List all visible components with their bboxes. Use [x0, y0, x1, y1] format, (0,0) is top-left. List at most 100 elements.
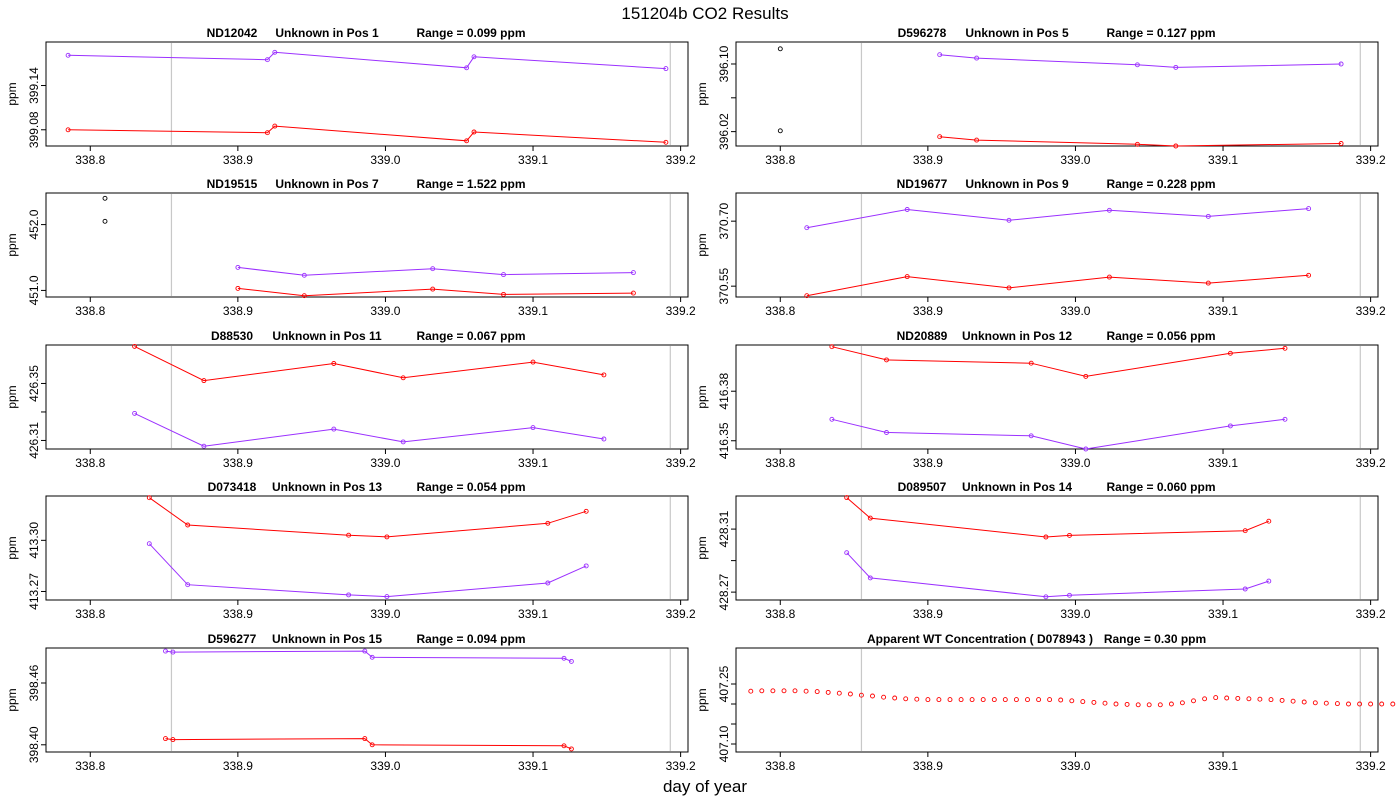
- panel-title-id: D596278: [898, 26, 947, 40]
- data-point-wt: [914, 696, 920, 702]
- data-point-wt: [1290, 698, 1296, 704]
- data-point-wt: [991, 697, 997, 703]
- x-tick-label: 339.2: [666, 153, 696, 167]
- x-tick-label: 339.2: [1356, 759, 1386, 773]
- data-point-upper: [904, 207, 910, 212]
- y-tick-label: 399.08: [27, 111, 41, 148]
- series-line-upper: [148, 543, 587, 598]
- data-point-calibration: [777, 128, 783, 134]
- data-point-lower: [1173, 143, 1179, 149]
- panel-8: D089507 Unknown in Pos 14 Range = 0.060 pp…: [695, 480, 1386, 621]
- data-point-wt: [1357, 701, 1363, 707]
- y-axis-label: ppm: [695, 82, 709, 105]
- data-point-wt: [814, 689, 820, 695]
- data-point-wt: [958, 697, 964, 703]
- y-axis-label: ppm: [5, 82, 19, 105]
- panel-10: Apparent WT Concentration ( D078943 ) Ran…: [695, 632, 1396, 773]
- panel-5: D88530 Unknown in Pos 11 Range = 0.067 ppm…: [5, 329, 696, 470]
- data-point-wt: [1069, 698, 1075, 704]
- panel-7: D073418 Unknown in Pos 13 Range = 0.054 pp…: [5, 480, 696, 621]
- data-point-wt: [1379, 701, 1385, 707]
- data-point-wt: [1213, 695, 1219, 701]
- data-point-lower: [369, 742, 375, 748]
- data-point-lower: [561, 743, 567, 749]
- y-axis-label: ppm: [695, 233, 709, 256]
- panel-9: D596277 Unknown in Pos 15 Range = 0.094 pp…: [5, 632, 696, 773]
- data-point-upper: [1134, 62, 1140, 68]
- data-point-upper: [1266, 578, 1272, 584]
- series-line-upper: [939, 54, 1342, 68]
- data-point-wt: [1323, 700, 1329, 706]
- y-tick-label: 398.40: [27, 726, 41, 763]
- data-point-lower: [301, 293, 307, 299]
- y-tick-label: 452.0: [27, 209, 41, 239]
- x-tick-label: 339.0: [1060, 607, 1090, 621]
- panel-title-position: Unknown in Pos 9: [965, 177, 1069, 191]
- data-point-calibration: [102, 218, 108, 224]
- data-point-upper: [400, 439, 406, 445]
- panel-frame: [735, 647, 1379, 753]
- y-tick-label: 407.10: [717, 725, 731, 762]
- data-point-upper: [804, 225, 810, 231]
- x-tick-label: 339.0: [370, 607, 400, 621]
- y-tick-label: 399.14: [27, 67, 41, 104]
- x-tick-label: 338.8: [765, 759, 795, 773]
- series-line-upper: [846, 552, 1269, 598]
- data-point-wt: [1301, 699, 1307, 705]
- data-point-lower: [1338, 141, 1344, 146]
- data-point-wt: [1047, 697, 1053, 703]
- data-point-lower: [1106, 274, 1112, 280]
- data-point-lower: [464, 138, 470, 144]
- x-tick-label: 339.1: [1208, 759, 1238, 773]
- panel-frame: [735, 192, 1379, 298]
- x-tick-label: 338.8: [765, 304, 795, 318]
- data-point-lower: [663, 139, 669, 145]
- series-line-upper: [831, 418, 1286, 450]
- data-point-lower: [601, 372, 607, 378]
- data-point-upper: [601, 436, 607, 442]
- data-point-wt: [881, 694, 887, 700]
- data-point-wt: [1025, 697, 1030, 703]
- data-point-wt: [836, 690, 842, 696]
- data-point-lower: [201, 378, 207, 384]
- x-tick-label: 338.9: [913, 607, 943, 621]
- data-point-lower: [65, 127, 71, 133]
- data-point-lower: [1028, 360, 1034, 366]
- data-point-lower: [430, 286, 436, 292]
- panel-3: ND19515 Unknown in Pos 7 Range = 1.522 ppm…: [5, 177, 696, 318]
- data-point-lower: [146, 495, 152, 501]
- data-point-lower: [974, 137, 980, 143]
- data-point-lower: [1306, 272, 1312, 278]
- x-tick-label: 338.8: [765, 153, 795, 167]
- panel-title-id: ND19677: [897, 177, 948, 191]
- x-tick-label: 339.2: [1356, 153, 1386, 167]
- data-point-upper: [272, 49, 278, 55]
- y-tick-label: 428.31: [717, 510, 731, 547]
- data-point-lower: [1134, 141, 1140, 147]
- data-point-lower: [264, 130, 270, 136]
- data-point-wt: [969, 697, 975, 703]
- x-tick-label: 338.8: [765, 456, 795, 470]
- data-point-wt: [980, 697, 986, 703]
- data-point-lower: [1067, 532, 1072, 538]
- data-point-upper: [884, 430, 889, 435]
- panel-title-range: Range = 0.094 ppm: [416, 632, 525, 646]
- data-point-wt: [1246, 696, 1252, 702]
- data-point-wt: [1346, 701, 1351, 707]
- x-tick-label: 339.2: [666, 456, 696, 470]
- data-point-upper: [1338, 61, 1344, 67]
- series-line-upper: [165, 650, 572, 662]
- data-point-upper: [146, 541, 152, 547]
- x-tick-label: 338.9: [913, 759, 943, 773]
- x-tick-label: 338.9: [913, 153, 943, 167]
- panel-frame: [45, 495, 689, 601]
- x-tick-label: 339.0: [370, 304, 400, 318]
- data-point-upper: [1227, 423, 1233, 429]
- data-point-upper: [1306, 206, 1312, 212]
- data-point-upper: [1205, 213, 1211, 219]
- data-point-lower: [1242, 528, 1248, 534]
- data-point-lower: [1205, 280, 1211, 286]
- data-point-lower: [530, 359, 536, 365]
- x-tick-label: 339.0: [370, 456, 400, 470]
- panel-2: D596278 Unknown in Pos 5 Range = 0.127 ppm…: [695, 26, 1386, 167]
